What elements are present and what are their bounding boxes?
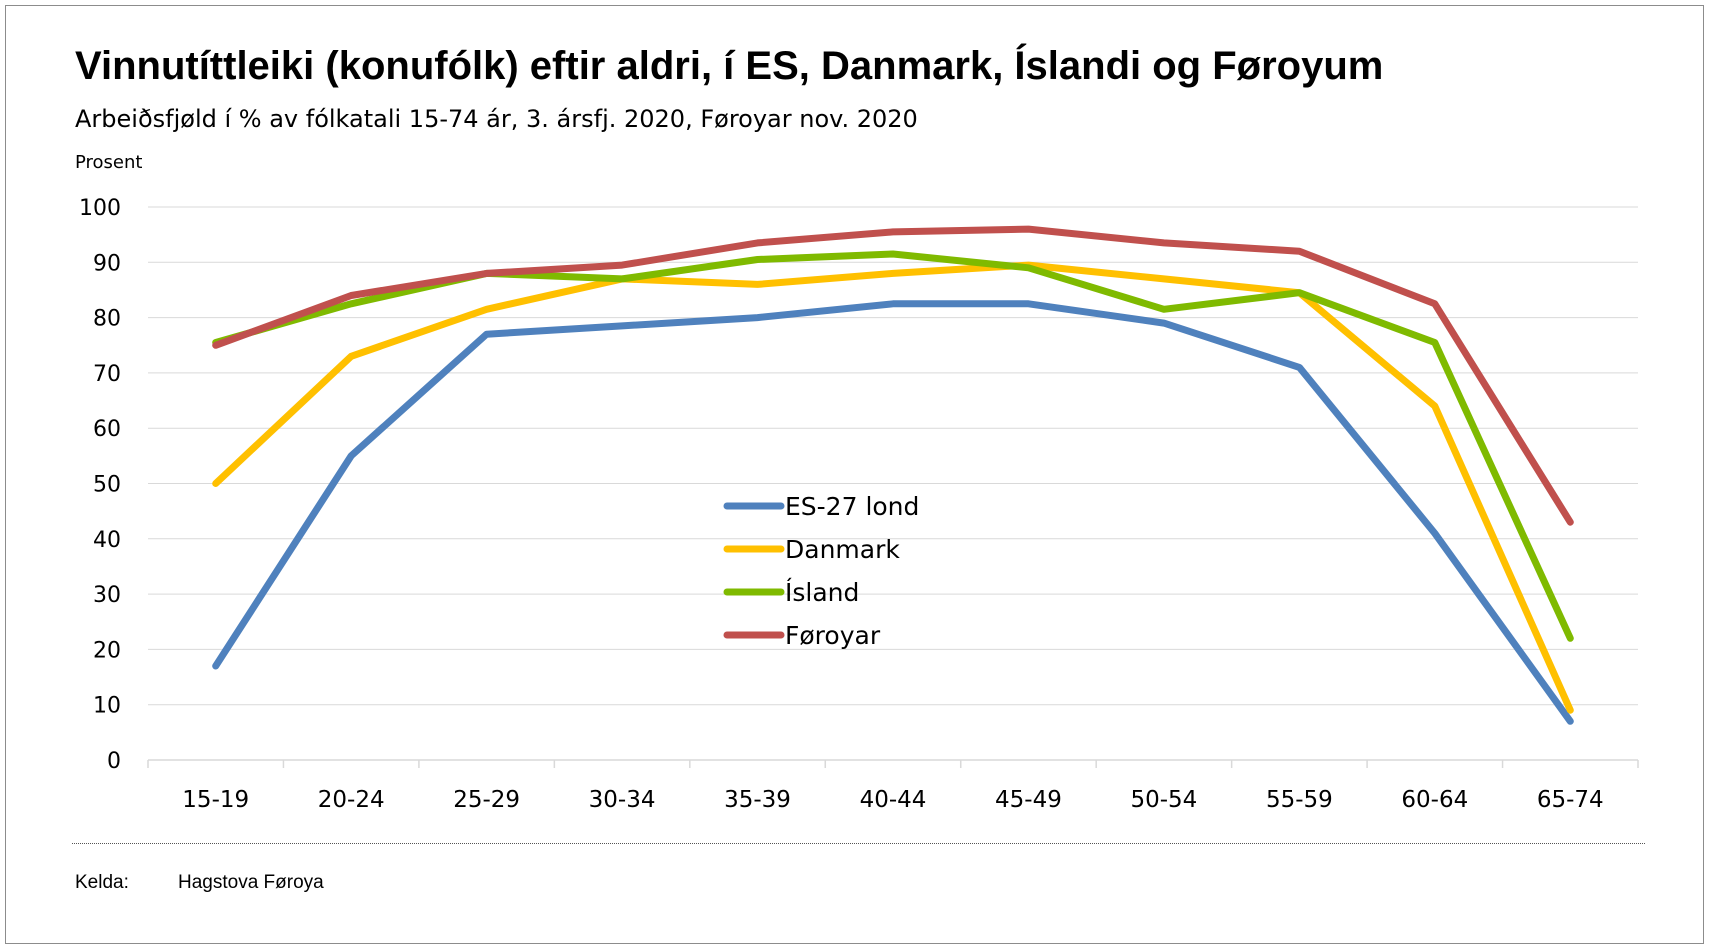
x-tick-label: 65-74 [1537,787,1604,813]
x-tick-label: 35-39 [724,787,791,813]
y-tick-label: 90 [93,251,121,276]
y-tick-label: 20 [93,638,121,663]
x-axis: 15-19 20-24 25-29 30-34 35-39 40-44 45-49 50-54… [147,759,1639,813]
y-tick-label: 30 [93,583,121,608]
series-lines [212,225,1574,725]
x-tick-label: 55-59 [1266,787,1333,813]
legend-label-3: Føroyar [785,621,881,650]
legend-label-0: ES-27 lond [785,492,919,521]
series-line-3 [212,225,1574,526]
chart-title: Vinnutíttleiki (konufólk) eftir aldri, í… [75,44,1384,88]
y-tick-label: 40 [93,528,121,553]
x-tick-label: 20-24 [318,787,385,813]
y-tick-label: 10 [93,694,121,719]
x-tick-label: 30-34 [589,787,656,813]
y-tick-label: 60 [93,417,121,442]
legend: ES-27 lond Danmark Ísland Føroyar [723,492,919,650]
x-tick-label: 60-64 [1401,787,1468,813]
y-tick-label: 80 [93,307,121,332]
footer-divider [72,843,1645,844]
source-value: Hagstova Føroya [178,872,324,893]
y-tick-label: 0 [107,749,121,774]
y-axis-label: Prosent [75,152,143,173]
legend-label-2: Ísland [785,578,859,607]
y-tick-label: 50 [93,473,121,498]
source-label: Kelda: [75,872,129,893]
y-tick-label: 100 [79,196,121,221]
x-tick-label: 45-49 [995,787,1062,813]
x-tick-label: 50-54 [1130,787,1197,813]
y-tick-label: 70 [93,362,121,387]
chart-frame [5,5,1704,944]
x-tick-label: 40-44 [860,787,927,813]
x-tick-label: 25-29 [453,787,520,813]
gridlines [148,206,1638,706]
chart-subtitle: Arbeiðsfjøld í % av fólkatali 15-74 ár, … [75,105,918,133]
series-line-0 [212,300,1574,725]
series-line-1 [212,261,1574,714]
legend-label-1: Danmark [785,535,900,564]
y-axis-ticks: 0 10 20 30 40 50 60 70 80 90 100 [79,196,121,774]
x-tick-label: 15-19 [182,787,249,813]
